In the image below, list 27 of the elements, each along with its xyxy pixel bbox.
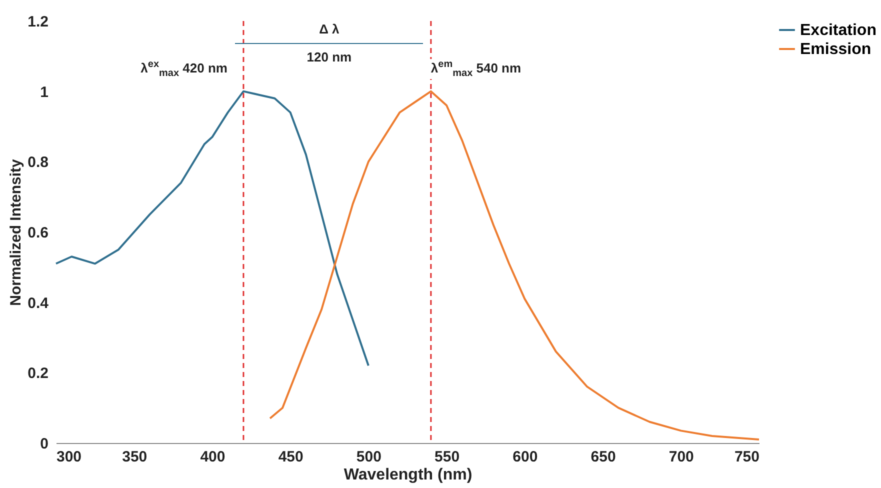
y-tick-label: 0.8 <box>28 154 48 172</box>
x-tick-label: 300 <box>56 448 82 466</box>
y-tick-label: 1.2 <box>28 14 48 30</box>
x-tick-label: 550 <box>434 448 460 466</box>
legend-label: Excitation <box>800 22 876 39</box>
x-tick-label: 500 <box>356 448 382 466</box>
x-axis-title: Wavelength (nm) <box>344 466 472 484</box>
x-tick-label: 600 <box>512 448 538 466</box>
annotation: Δ λ <box>317 21 342 36</box>
x-tick-label: 750 <box>734 448 760 466</box>
y-tick-label: 0.2 <box>28 365 48 382</box>
y-tick-label: 0.4 <box>28 294 50 312</box>
y-tick-label: 1 <box>40 84 48 101</box>
line-series <box>269 90 760 440</box>
x-tick-label: 700 <box>668 448 694 466</box>
y-axis-title: Normalized Intensity <box>8 158 25 306</box>
annotation: λ$^{ex}$$_{max}$ 420 nm <box>138 59 230 80</box>
x-tick-label: 350 <box>122 448 148 466</box>
y-tick-label: 0.6 <box>28 224 48 242</box>
y-tick-label: 0 <box>40 436 48 452</box>
x-tick-label: 400 <box>200 448 226 466</box>
x-tick-label: 450 <box>278 448 304 466</box>
annotation: λ$^{em}$$_{max}$ 540 nm <box>428 59 524 80</box>
annotation: 120 nm <box>304 49 354 64</box>
line-series <box>55 90 370 367</box>
legend-label: Emission <box>800 41 872 58</box>
x-tick-label: 650 <box>590 448 616 466</box>
